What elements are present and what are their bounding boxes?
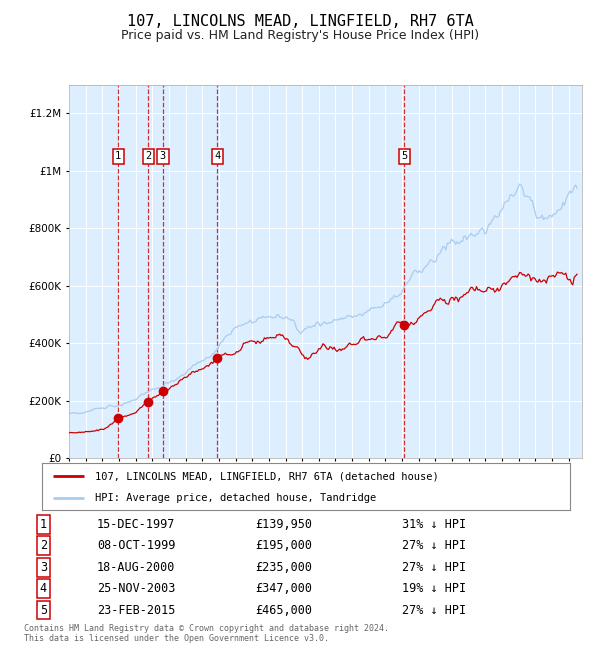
Text: 3: 3 bbox=[40, 560, 47, 574]
Text: 27% ↓ HPI: 27% ↓ HPI bbox=[401, 560, 466, 574]
Text: HPI: Average price, detached house, Tandridge: HPI: Average price, detached house, Tand… bbox=[95, 493, 376, 502]
Text: 4: 4 bbox=[40, 582, 47, 595]
Text: 5: 5 bbox=[401, 151, 407, 161]
Text: Price paid vs. HM Land Registry's House Price Index (HPI): Price paid vs. HM Land Registry's House … bbox=[121, 29, 479, 42]
Text: 31% ↓ HPI: 31% ↓ HPI bbox=[401, 517, 466, 530]
Text: 1: 1 bbox=[115, 151, 121, 161]
Text: £139,950: £139,950 bbox=[255, 517, 312, 530]
Text: 3: 3 bbox=[160, 151, 166, 161]
Text: £235,000: £235,000 bbox=[255, 560, 312, 574]
Text: 5: 5 bbox=[40, 603, 47, 616]
Text: 107, LINCOLNS MEAD, LINGFIELD, RH7 6TA: 107, LINCOLNS MEAD, LINGFIELD, RH7 6TA bbox=[127, 14, 473, 29]
Text: 4: 4 bbox=[214, 151, 220, 161]
Text: 27% ↓ HPI: 27% ↓ HPI bbox=[401, 540, 466, 552]
Text: 27% ↓ HPI: 27% ↓ HPI bbox=[401, 603, 466, 616]
Text: 23-FEB-2015: 23-FEB-2015 bbox=[97, 603, 175, 616]
Text: 2: 2 bbox=[40, 540, 47, 552]
Text: 19% ↓ HPI: 19% ↓ HPI bbox=[401, 582, 466, 595]
Text: 107, LINCOLNS MEAD, LINGFIELD, RH7 6TA (detached house): 107, LINCOLNS MEAD, LINGFIELD, RH7 6TA (… bbox=[95, 471, 439, 481]
Text: 18-AUG-2000: 18-AUG-2000 bbox=[97, 560, 175, 574]
Text: £465,000: £465,000 bbox=[255, 603, 312, 616]
Text: £347,000: £347,000 bbox=[255, 582, 312, 595]
Text: 15-DEC-1997: 15-DEC-1997 bbox=[97, 517, 175, 530]
Text: 08-OCT-1999: 08-OCT-1999 bbox=[97, 540, 175, 552]
Text: Contains HM Land Registry data © Crown copyright and database right 2024.
This d: Contains HM Land Registry data © Crown c… bbox=[24, 624, 389, 644]
Text: 2: 2 bbox=[145, 151, 152, 161]
Text: 25-NOV-2003: 25-NOV-2003 bbox=[97, 582, 175, 595]
Text: £195,000: £195,000 bbox=[255, 540, 312, 552]
Text: 1: 1 bbox=[40, 517, 47, 530]
